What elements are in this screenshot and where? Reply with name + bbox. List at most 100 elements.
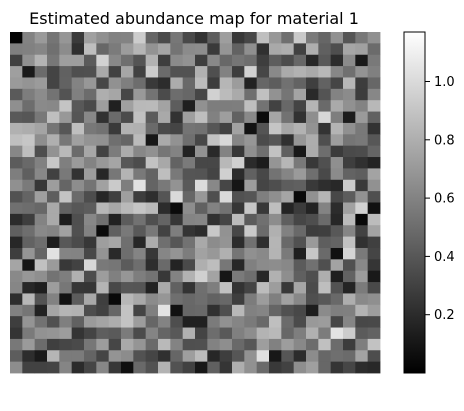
heatmap-cell bbox=[22, 282, 36, 294]
heatmap-cell bbox=[84, 316, 97, 328]
heatmap-cell bbox=[145, 316, 159, 328]
heatmap-cell bbox=[293, 338, 307, 351]
heatmap-cell bbox=[219, 316, 233, 328]
heatmap-cell bbox=[318, 54, 332, 67]
heatmap-cell bbox=[145, 100, 159, 112]
heatmap-cell bbox=[367, 111, 381, 124]
heatmap-cell bbox=[219, 122, 233, 135]
heatmap-cell bbox=[22, 179, 36, 192]
heatmap-cell bbox=[59, 304, 73, 317]
heatmap-cell bbox=[71, 202, 85, 215]
heatmap-cell bbox=[232, 316, 245, 328]
heatmap-cell bbox=[170, 66, 184, 78]
heatmap-cell bbox=[170, 168, 184, 181]
heatmap-cell bbox=[367, 66, 381, 78]
heatmap-cell bbox=[10, 111, 23, 124]
heatmap-cell bbox=[34, 316, 48, 328]
heatmap-cell bbox=[47, 316, 60, 328]
heatmap-cell bbox=[182, 32, 196, 44]
heatmap-cell bbox=[318, 100, 332, 112]
heatmap-cell bbox=[318, 236, 332, 249]
heatmap-cell bbox=[170, 111, 184, 124]
heatmap-cell bbox=[281, 66, 295, 78]
heatmap-cell bbox=[170, 316, 184, 328]
heatmap-cell bbox=[355, 77, 369, 90]
heatmap-cell bbox=[22, 270, 36, 283]
heatmap-cell bbox=[59, 225, 73, 237]
heatmap-cell bbox=[207, 304, 221, 317]
heatmap-cell bbox=[182, 157, 196, 169]
heatmap-cell bbox=[232, 350, 245, 363]
heatmap-cell bbox=[182, 225, 196, 237]
heatmap-cell bbox=[281, 54, 295, 67]
heatmap-cell bbox=[170, 145, 184, 158]
heatmap-cell bbox=[10, 225, 23, 237]
heatmap-cell bbox=[71, 338, 85, 351]
heatmap-cell bbox=[256, 225, 270, 237]
heatmap-cell bbox=[343, 32, 356, 44]
heatmap-cell bbox=[219, 66, 233, 78]
heatmap-cell bbox=[219, 247, 233, 260]
heatmap-cell bbox=[145, 225, 159, 237]
heatmap-cell bbox=[355, 111, 369, 124]
heatmap-cell bbox=[84, 361, 97, 374]
heatmap-cell bbox=[170, 213, 184, 226]
heatmap-cell bbox=[256, 270, 270, 283]
heatmap-cell bbox=[367, 350, 381, 363]
heatmap-cell bbox=[121, 43, 134, 56]
heatmap-cell bbox=[96, 202, 110, 215]
heatmap-cell bbox=[330, 270, 344, 283]
heatmap-cell bbox=[133, 338, 147, 351]
heatmap-cell bbox=[182, 293, 196, 306]
heatmap-cell bbox=[269, 270, 282, 283]
heatmap-cell bbox=[133, 122, 147, 135]
heatmap-cell bbox=[158, 43, 171, 56]
heatmap-cell bbox=[306, 361, 319, 374]
heatmap-cell bbox=[256, 361, 270, 374]
heatmap-cell bbox=[219, 134, 233, 147]
heatmap-cell bbox=[133, 32, 147, 44]
heatmap-cell bbox=[367, 213, 381, 226]
heatmap-cell bbox=[269, 77, 282, 90]
heatmap-cell bbox=[293, 202, 307, 215]
heatmap-cell bbox=[121, 66, 134, 78]
heatmap-cell bbox=[219, 88, 233, 101]
heatmap-cell bbox=[306, 202, 319, 215]
heatmap-cell bbox=[84, 179, 97, 192]
heatmap-cell bbox=[84, 327, 97, 340]
heatmap-cell bbox=[71, 66, 85, 78]
heatmap-cell bbox=[47, 338, 60, 351]
heatmap-cell bbox=[318, 88, 332, 101]
heatmap-cell bbox=[281, 191, 295, 203]
heatmap-cell bbox=[10, 282, 23, 294]
heatmap-cell bbox=[59, 202, 73, 215]
heatmap-cell bbox=[367, 100, 381, 112]
heatmap-cell bbox=[195, 88, 208, 101]
heatmap-cell bbox=[269, 179, 282, 192]
heatmap-cell bbox=[182, 122, 196, 135]
heatmap-cell bbox=[71, 111, 85, 124]
heatmap-cell bbox=[306, 236, 319, 249]
heatmap-cell bbox=[244, 145, 258, 158]
colorbar bbox=[403, 31, 426, 374]
heatmap-cell bbox=[281, 304, 295, 317]
heatmap-cell bbox=[281, 316, 295, 328]
heatmap-cell bbox=[108, 259, 122, 272]
heatmap-cell bbox=[10, 66, 23, 78]
heatmap-cell bbox=[244, 247, 258, 260]
heatmap-cell bbox=[195, 236, 208, 249]
heatmap-cell bbox=[244, 338, 258, 351]
heatmap-cell bbox=[219, 32, 233, 44]
heatmap-cell bbox=[47, 111, 60, 124]
heatmap-cell bbox=[22, 247, 36, 260]
heatmap-cell bbox=[232, 213, 245, 226]
heatmap-cell bbox=[207, 202, 221, 215]
heatmap-cell bbox=[232, 66, 245, 78]
heatmap-cell bbox=[158, 134, 171, 147]
heatmap-cell bbox=[34, 43, 48, 56]
heatmap-cell bbox=[133, 202, 147, 215]
heatmap-cell bbox=[330, 350, 344, 363]
heatmap-cell bbox=[232, 111, 245, 124]
heatmap-cell bbox=[182, 361, 196, 374]
